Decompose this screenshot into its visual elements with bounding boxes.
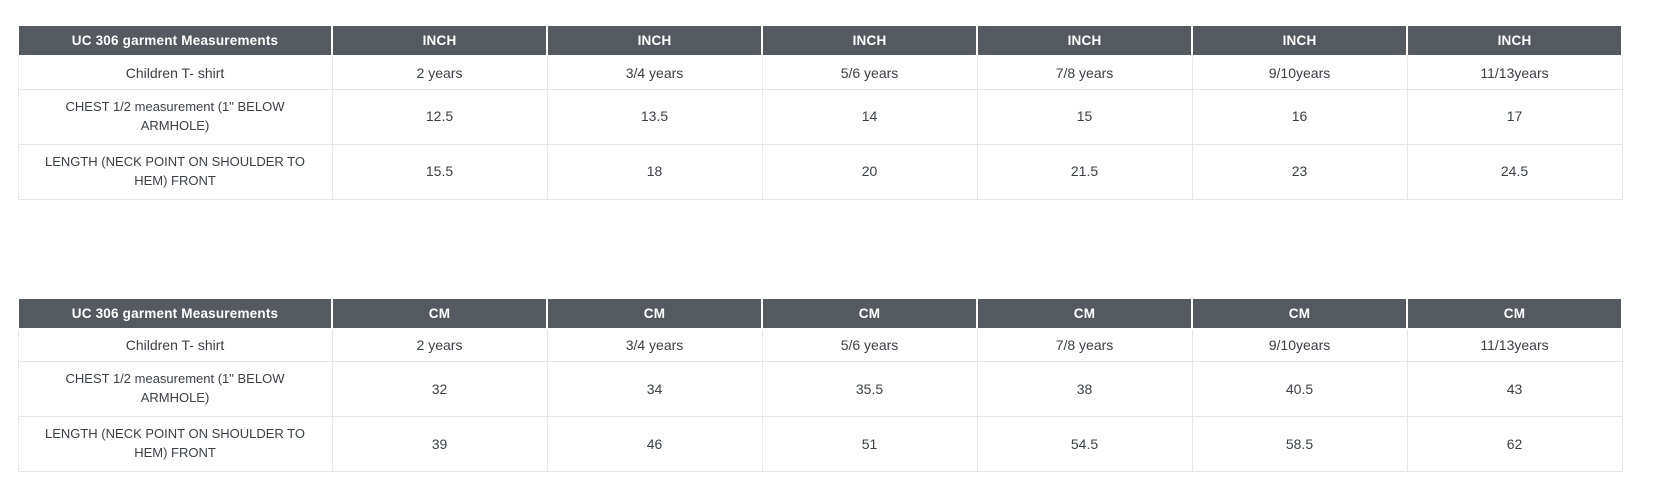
size-cell: 11/13years [1406,55,1623,90]
measurement-value-cell: 39 [331,416,548,472]
size-cell: 11/13years [1406,328,1623,362]
size-row: Children T- shirt 2 years 3/4 years 5/6 … [17,55,1623,90]
size-table-cm: UC 306 garment Measurements CM CM CM CM … [17,296,1623,472]
measurement-value-cell: 15.5 [331,143,548,200]
size-cell: 9/10years [1191,328,1408,362]
size-cell: 2 years [331,328,548,362]
size-row: Children T- shirt 2 years 3/4 years 5/6 … [17,328,1623,362]
table-title-cell: UC 306 garment Measurements [17,24,333,57]
size-cell: 7/8 years [976,55,1193,90]
product-name-cell: Children T- shirt [17,55,333,90]
measurement-label-cell: LENGTH (NECK POINT ON SHOULDER TO HEM) F… [17,143,333,200]
measurement-value-cell: 58.5 [1191,416,1408,472]
measurement-row-chest: CHEST 1/2 measurement (1" BELOW ARMHOLE)… [17,88,1623,145]
measurement-value-cell: 38 [976,361,1193,417]
size-table-inch: UC 306 garment Measurements INCH INCH IN… [17,24,1623,200]
size-cell: 3/4 years [546,55,763,90]
table-title-cell: UC 306 garment Measurements [17,296,333,330]
product-name-cell: Children T- shirt [17,328,333,362]
measurement-value-cell: 43 [1406,361,1623,417]
measurement-row-chest: CHEST 1/2 measurement (1" BELOW ARMHOLE)… [17,361,1623,417]
measurement-value-cell: 16 [1191,88,1408,145]
measurement-label-cell: CHEST 1/2 measurement (1" BELOW ARMHOLE) [17,361,333,417]
measurement-value-cell: 17 [1406,88,1623,145]
unit-header-cell: CM [331,296,548,330]
measurement-value-cell: 14 [761,88,978,145]
measurement-row-length: LENGTH (NECK POINT ON SHOULDER TO HEM) F… [17,416,1623,472]
measurement-value-cell: 21.5 [976,143,1193,200]
size-cell: 9/10years [1191,55,1408,90]
page-content: UC 306 garment Measurements INCH INCH IN… [17,24,1623,472]
measurement-value-cell: 18 [546,143,763,200]
size-cell: 5/6 years [761,55,978,90]
measurement-value-cell: 40.5 [1191,361,1408,417]
unit-header-cell: INCH [546,24,763,57]
measurement-value-cell: 12.5 [331,88,548,145]
unit-header-cell: INCH [761,24,978,57]
unit-header-cell: INCH [331,24,548,57]
measurement-value-cell: 51 [761,416,978,472]
measurement-value-cell: 13.5 [546,88,763,145]
measurement-row-length: LENGTH (NECK POINT ON SHOULDER TO HEM) F… [17,143,1623,200]
size-cell: 3/4 years [546,328,763,362]
size-cell: 7/8 years [976,328,1193,362]
measurement-value-cell: 62 [1406,416,1623,472]
size-cell: 2 years [331,55,548,90]
measurement-value-cell: 32 [331,361,548,417]
unit-header-cell: INCH [1191,24,1408,57]
unit-header-cell: CM [976,296,1193,330]
table-header-row: UC 306 garment Measurements INCH INCH IN… [17,24,1623,57]
unit-header-cell: CM [546,296,763,330]
unit-header-cell: CM [1406,296,1623,330]
table-header-row: UC 306 garment Measurements CM CM CM CM … [17,296,1623,330]
unit-header-cell: CM [1191,296,1408,330]
measurement-value-cell: 23 [1191,143,1408,200]
measurement-value-cell: 34 [546,361,763,417]
measurement-label-cell: CHEST 1/2 measurement (1" BELOW ARMHOLE) [17,88,333,145]
measurement-value-cell: 54.5 [976,416,1193,472]
measurement-value-cell: 35.5 [761,361,978,417]
unit-header-cell: CM [761,296,978,330]
measurement-value-cell: 24.5 [1406,143,1623,200]
measurement-value-cell: 20 [761,143,978,200]
size-cell: 5/6 years [761,328,978,362]
unit-header-cell: INCH [1406,24,1623,57]
unit-header-cell: INCH [976,24,1193,57]
measurement-value-cell: 46 [546,416,763,472]
measurement-label-cell: LENGTH (NECK POINT ON SHOULDER TO HEM) F… [17,416,333,472]
measurement-value-cell: 15 [976,88,1193,145]
